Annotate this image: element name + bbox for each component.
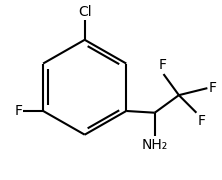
Text: F: F	[14, 104, 22, 118]
Text: F: F	[159, 58, 166, 72]
Text: Cl: Cl	[78, 5, 91, 19]
Text: NH₂: NH₂	[142, 138, 168, 152]
Text: F: F	[198, 114, 206, 129]
Text: F: F	[208, 81, 216, 95]
